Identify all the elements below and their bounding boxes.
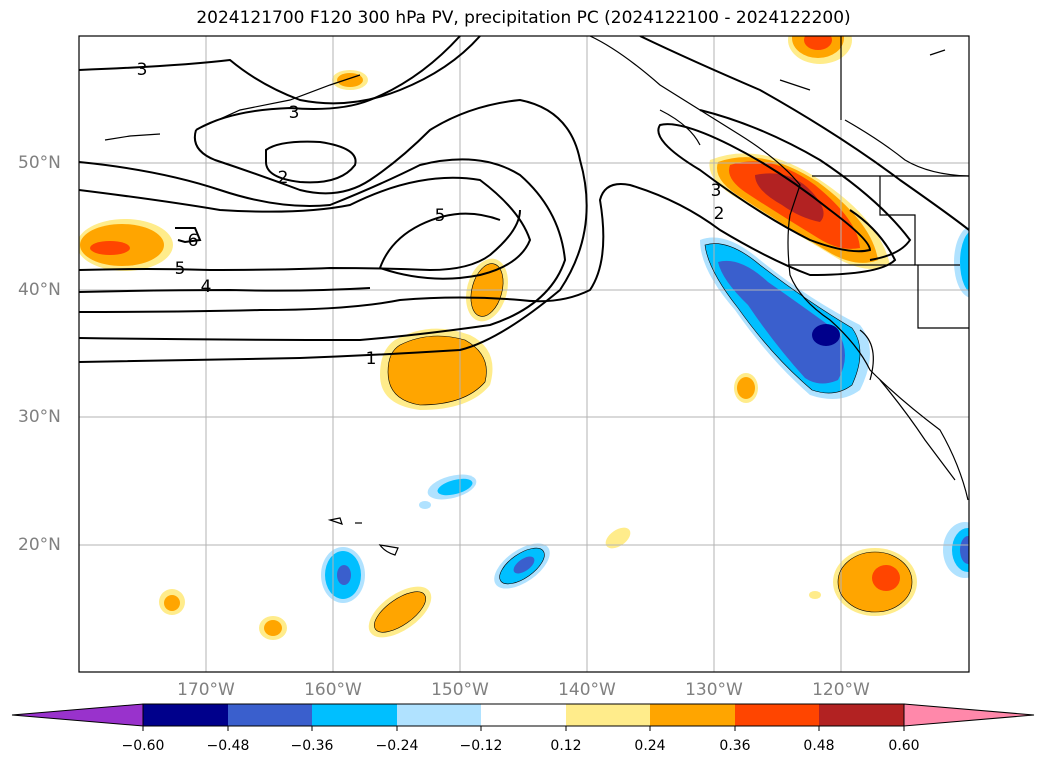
colorbar-tick-label: 0.48 [803, 738, 835, 754]
pv-contours [79, 36, 969, 363]
lon-label: 130°W [685, 680, 743, 700]
map-title: 2024121700 F120 300 hPa PV, precipitatio… [196, 8, 851, 28]
contour-label: 6 [188, 231, 199, 251]
contour-label: 2 [714, 204, 725, 224]
contour-label: 5 [175, 259, 186, 279]
lon-label: 150°W [431, 680, 489, 700]
contour-label: 3 [137, 60, 148, 80]
contour-label: 3 [711, 181, 722, 201]
colorbar-tick-label: 0.60 [888, 738, 920, 754]
colorbar [11, 703, 1035, 731]
lon-label: 160°W [304, 680, 362, 700]
lat-label: 40°N [18, 280, 61, 300]
map-frame [78, 35, 970, 673]
colorbar-tick-label: −0.36 [290, 738, 334, 754]
colorbar-tick-label: −0.48 [206, 738, 250, 754]
coastlines [104, 36, 969, 556]
contour-label: 1 [366, 349, 377, 369]
precip-outlines [374, 243, 913, 633]
precip-shading [79, 36, 969, 640]
graticule [79, 36, 969, 672]
lat-label: 30°N [18, 407, 61, 427]
colorbar-tick-label: 0.24 [634, 738, 666, 754]
lat-label: 50°N [18, 153, 61, 173]
colorbar-tick-label: −0.12 [459, 738, 503, 754]
lon-label: 120°W [812, 680, 870, 700]
contour-label: 5 [435, 206, 446, 226]
colorbar-tick-label: −0.24 [375, 738, 419, 754]
lon-label: 140°W [558, 680, 616, 700]
colorbar-tick-label: 0.36 [719, 738, 751, 754]
colorbar-tick-label: −0.60 [121, 738, 165, 754]
lon-label: 170°W [177, 680, 235, 700]
lat-label: 20°N [18, 535, 61, 555]
contour-label: 3 [289, 103, 300, 123]
colorbar-tick-label: 0.12 [550, 738, 582, 754]
contour-label: 2 [278, 168, 289, 188]
contour-label: 4 [201, 277, 212, 297]
